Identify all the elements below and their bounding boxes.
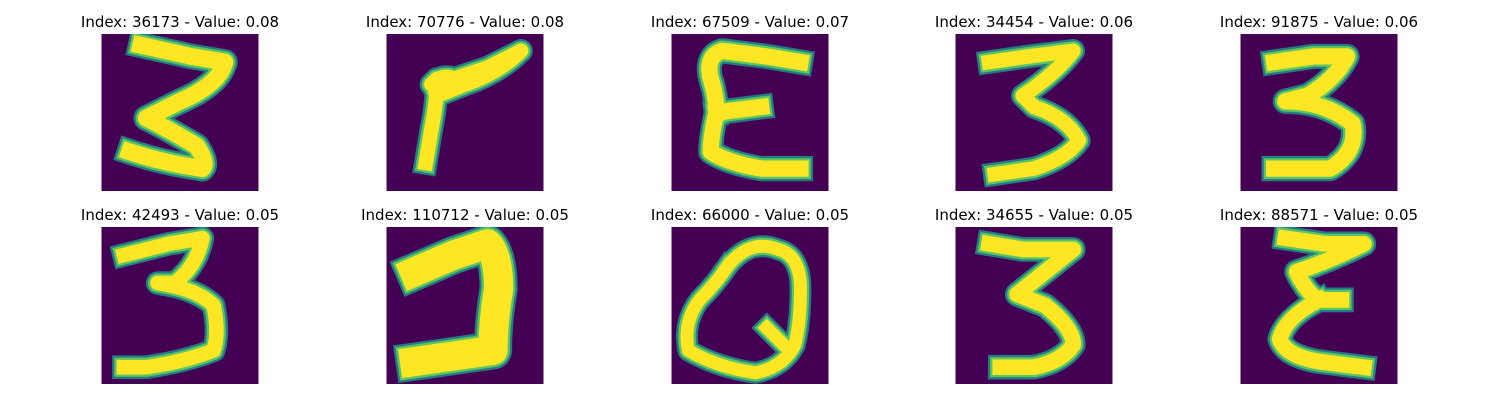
glyph-stroke-layer-3: [701, 42, 810, 177]
panel-6: Index: 42493 - Value: 0.05: [70, 205, 290, 385]
glyph-stroke-layer-3: [980, 234, 1082, 376]
glyph-stroke-layer-3: [417, 43, 529, 172]
digit-image: [386, 227, 544, 384]
digit-image: [101, 227, 259, 384]
panel-title: Index: 91875 - Value: 0.06: [1219, 13, 1419, 31]
panel-5: Index: 91875 - Value: 0.06: [1209, 12, 1429, 192]
panel-title: Index: 110712 - Value: 0.05: [361, 206, 569, 224]
panel-title: Index: 34454 - Value: 0.06: [934, 13, 1134, 31]
panel-3: Index: 67509 - Value: 0.07: [640, 12, 860, 192]
panel-10: Index: 88571 - Value: 0.05: [1209, 205, 1429, 385]
glyph-stroke-layer-3: [395, 229, 514, 379]
panel-8: Index: 66000 - Value: 0.05: [640, 205, 860, 385]
glyph-stroke-layer-3: [1271, 229, 1373, 376]
digit-image: [1240, 34, 1398, 191]
glyph-stroke-layer-3: [1264, 48, 1362, 177]
panel-9: Index: 34655 - Value: 0.05: [924, 205, 1144, 385]
glyph-stroke-layer-3: [115, 230, 224, 375]
glyph-stroke-layer-3: [980, 43, 1087, 183]
panel-title: Index: 34655 - Value: 0.05: [934, 206, 1134, 224]
panel-title: Index: 36173 - Value: 0.08: [80, 13, 280, 31]
panel-4: Index: 34454 - Value: 0.06: [924, 12, 1144, 192]
digit-image: [671, 227, 829, 384]
digit-image: [671, 34, 829, 191]
panel-title: Index: 67509 - Value: 0.07: [650, 13, 850, 31]
glyph-stroke-layer-3: [680, 239, 807, 380]
digit-image: [955, 227, 1113, 384]
panel-title: Index: 66000 - Value: 0.05: [650, 206, 850, 224]
digit-image: [955, 34, 1113, 191]
digit-image: [1240, 227, 1398, 384]
glyph-stroke-layer-3: [118, 35, 234, 177]
panel-title: Index: 42493 - Value: 0.05: [80, 206, 280, 224]
digit-image: [386, 34, 544, 191]
panel-2: Index: 70776 - Value: 0.08: [355, 12, 575, 192]
panel-title: Index: 88571 - Value: 0.05: [1219, 206, 1419, 224]
panel-1: Index: 36173 - Value: 0.08: [70, 12, 290, 192]
panel-title: Index: 70776 - Value: 0.08: [365, 13, 565, 31]
digit-image: [101, 34, 259, 191]
panel-7: Index: 110712 - Value: 0.05: [355, 205, 575, 385]
